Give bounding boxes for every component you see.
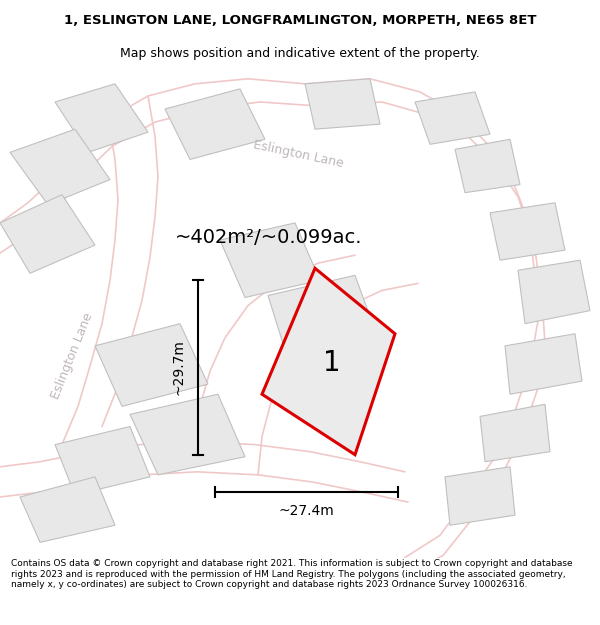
- Text: Contains OS data © Crown copyright and database right 2021. This information is : Contains OS data © Crown copyright and d…: [11, 559, 572, 589]
- Text: Map shows position and indicative extent of the property.: Map shows position and indicative extent…: [120, 47, 480, 59]
- Text: ~402m²/~0.099ac.: ~402m²/~0.099ac.: [175, 228, 362, 246]
- Text: ~29.7m: ~29.7m: [172, 339, 186, 396]
- Polygon shape: [0, 195, 95, 273]
- Polygon shape: [415, 92, 490, 144]
- Text: Eslington Lane: Eslington Lane: [251, 139, 344, 170]
- Polygon shape: [220, 223, 320, 298]
- Text: 1: 1: [323, 349, 341, 377]
- Polygon shape: [518, 260, 590, 324]
- Polygon shape: [455, 139, 520, 192]
- Text: 1, ESLINGTON LANE, LONGFRAMLINGTON, MORPETH, NE65 8ET: 1, ESLINGTON LANE, LONGFRAMLINGTON, MORP…: [64, 14, 536, 27]
- Polygon shape: [505, 334, 582, 394]
- Polygon shape: [268, 275, 380, 366]
- Polygon shape: [10, 129, 110, 205]
- Polygon shape: [55, 426, 150, 495]
- Polygon shape: [490, 202, 565, 260]
- Polygon shape: [480, 404, 550, 462]
- Polygon shape: [130, 394, 245, 475]
- Polygon shape: [20, 477, 115, 542]
- Text: ~27.4m: ~27.4m: [278, 504, 334, 518]
- Polygon shape: [55, 84, 148, 152]
- Polygon shape: [445, 467, 515, 525]
- Text: Eslington Lane: Eslington Lane: [49, 311, 95, 401]
- Polygon shape: [262, 268, 395, 455]
- Polygon shape: [95, 324, 208, 406]
- Polygon shape: [165, 89, 265, 159]
- Polygon shape: [305, 79, 380, 129]
